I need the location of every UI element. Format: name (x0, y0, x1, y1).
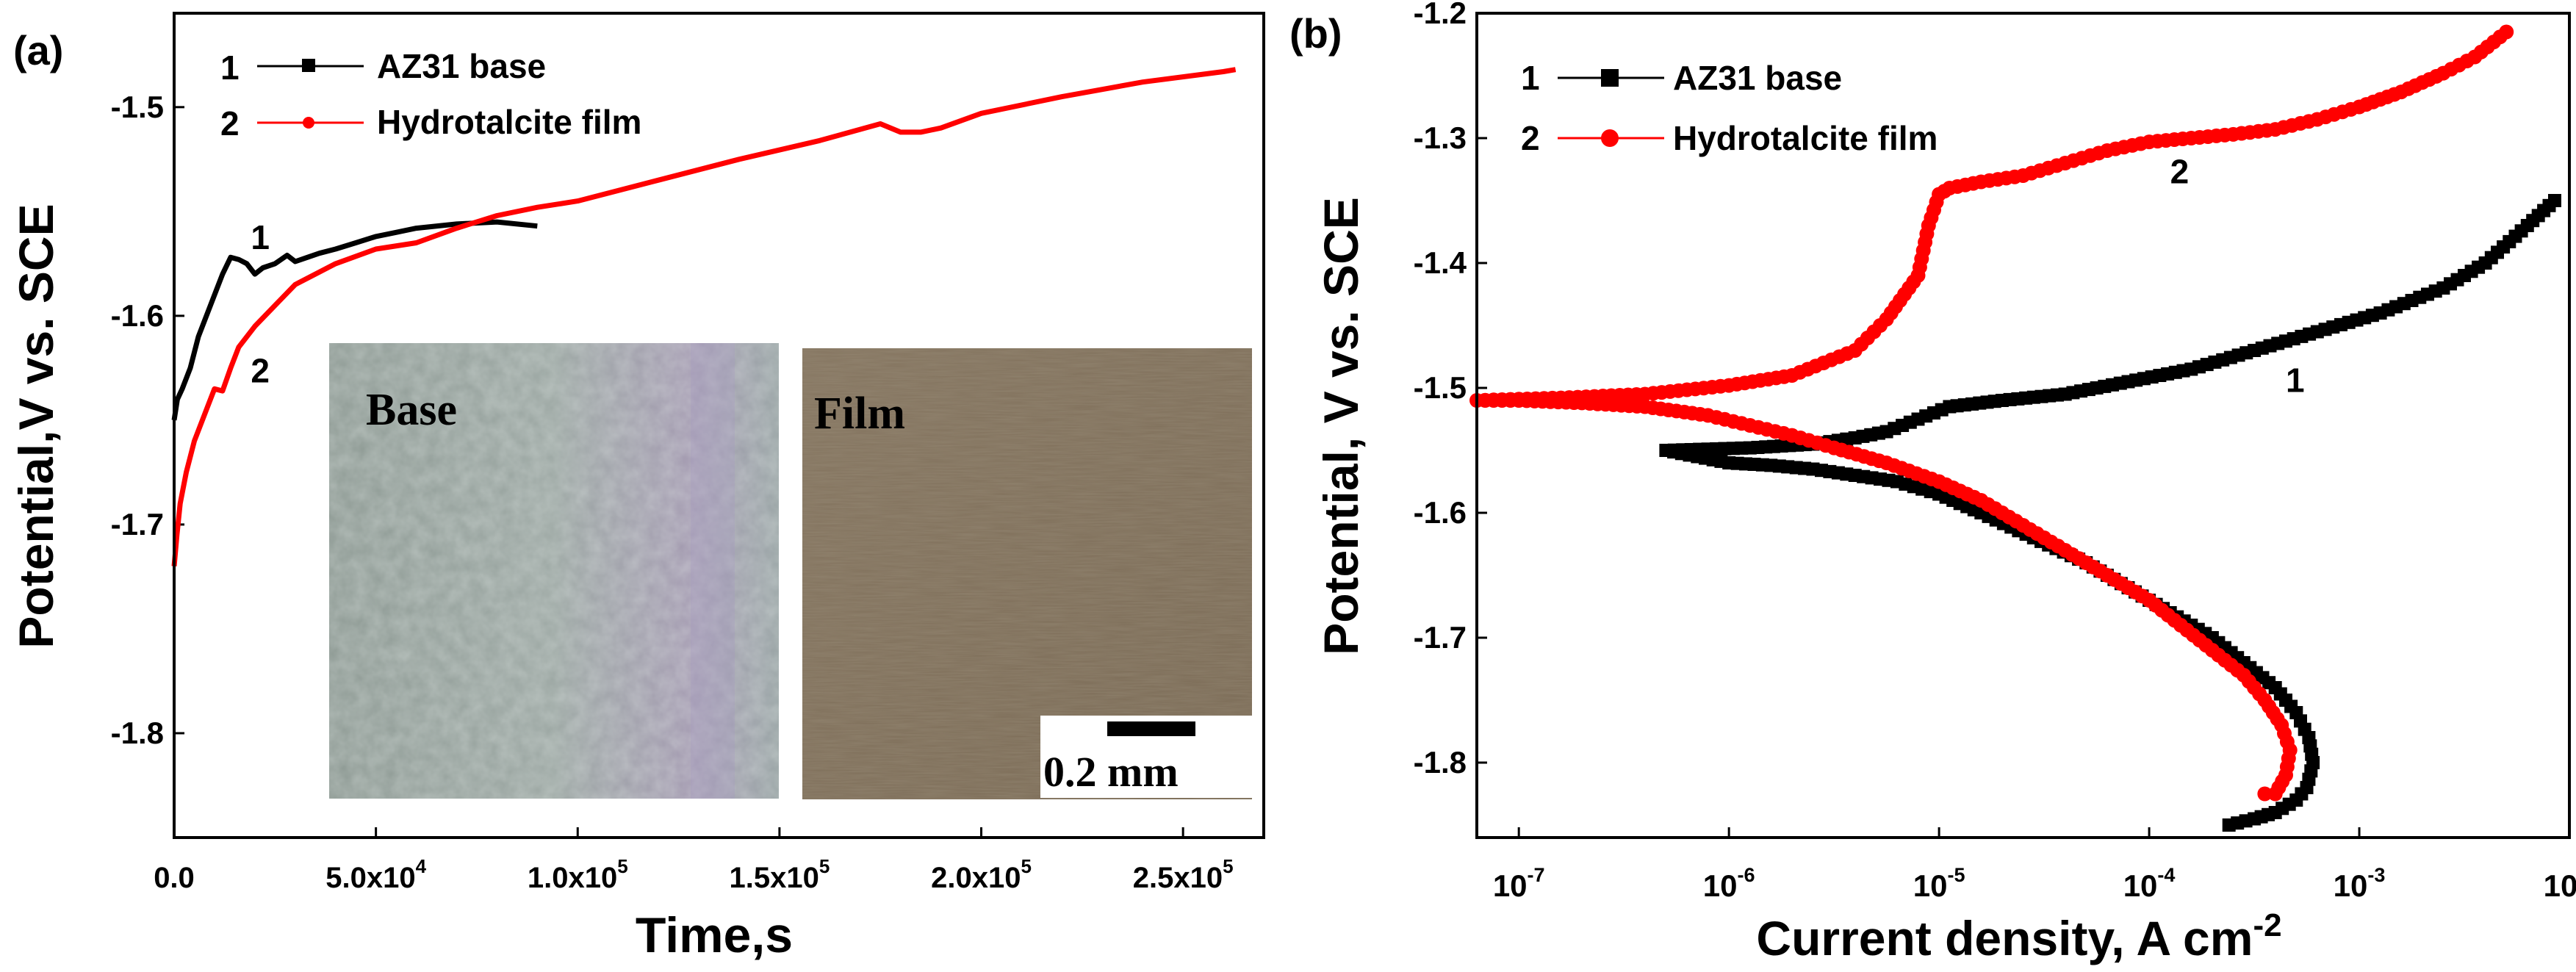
legend-b-number-1: 1 (1521, 59, 1540, 97)
a-curve-label-2: 2 (251, 352, 270, 390)
legend-a-label-2: Hydrotalcite film (377, 103, 641, 141)
a-curve-label-1: 1 (251, 218, 270, 256)
panel-a-x-axis-label: Time,s (636, 907, 793, 963)
panel-a-label: (a) (13, 27, 63, 73)
legend-b-label-2: Hydrotalcite film (1673, 119, 1938, 157)
b-y-tick-label-3: -1.5 (1414, 370, 1467, 405)
b-point-1-221 (2548, 194, 2561, 207)
a-x-tick-label-2: 1.0x105 (528, 855, 628, 894)
inset-base-photo (329, 343, 779, 799)
b-x-tick-label-4: 10-3 (2334, 864, 2386, 903)
a-series-line-1 (171, 219, 538, 421)
b-x-tick-label-0: 10-7 (1493, 864, 1545, 903)
legend-a-number-1: 1 (220, 48, 240, 87)
b-y-tick-label-2: -1.4 (1414, 245, 1467, 280)
b-y-tick-label-1: -1.3 (1414, 120, 1467, 155)
scale-bar-label: 0.2 mm (1043, 748, 1179, 796)
panel-b-x-axis-label-exp: -2 (2253, 907, 2281, 943)
a-y-tick-label-2: -1.7 (111, 507, 164, 541)
a-series-line-2 (171, 67, 1237, 567)
b-x-tick-label-2: 10-5 (1913, 864, 1965, 903)
inset-base-label: Base (366, 385, 457, 435)
a-x-tick-label-5: 2.5x105 (1133, 855, 1234, 894)
b-x-tick-label-3: 10-4 (2123, 864, 2176, 903)
b-point-2-0 (2257, 786, 2273, 802)
b-y-tick-label-5: -1.7 (1414, 620, 1467, 655)
legend-b-marker-1 (1601, 69, 1619, 87)
panel-b-frame (1475, 12, 2571, 839)
panel-b-y-axis-label: Potential, V vs. SCE (1314, 197, 1368, 655)
b-x-tick-label-5: 10-2 (2544, 864, 2576, 903)
legend-b-number-2: 2 (1521, 119, 1540, 157)
a-x-tick-label-0: 0.0 (154, 862, 195, 894)
inset-film-label: Film (814, 389, 905, 439)
panel-b-label: (b) (1289, 10, 1342, 57)
legend-b-label-1: AZ31 base (1673, 59, 1842, 97)
legend-a-marker-1 (302, 59, 315, 72)
b-y-tick-label-4: -1.6 (1414, 495, 1467, 530)
panel-a-plot-area: 0.0 5.0x104 1.0x105 1.5x105 2.0x105 2.5x105 -1… (111, 67, 1237, 894)
panel-a-legend: 1 AZ31 base 2 Hydrotalcite film (220, 47, 641, 143)
a-x-tick-label-4: 2.0x105 (931, 855, 1032, 894)
a-x-tick-label-1: 5.0x104 (325, 855, 426, 894)
panel-b-x-axis-label: Current density, A cm-2 (1756, 907, 2281, 965)
panel-b-x-axis-label-main: Current density, A cm (1756, 911, 2253, 965)
legend-b-marker-2 (1601, 129, 1619, 147)
legend-a-label-1: AZ31 base (377, 47, 546, 85)
a-y-tick-label-0: -1.5 (111, 90, 164, 124)
scale-bar (1107, 721, 1195, 736)
b-point-2-261 (2499, 24, 2514, 40)
b-curve-label-1: 1 (2286, 361, 2305, 400)
panel-b-plot-area: 10-7 10-6 10-5 10-4 10-3 10-2 -1.2 -1.3 -1.4 -1.5… (1414, 0, 2576, 903)
b-y-tick-label-6: -1.8 (1414, 745, 1467, 780)
b-curve-label-2: 2 (2170, 153, 2190, 191)
b-y-tick-label-0: -1.2 (1414, 0, 1467, 30)
panel-a: (a) Base Film 0.2 mm 0.0 5.0x104 1.0x105 1.… (9, 12, 1265, 963)
panel-a-y-axis-label: Potential,V vs. SCE (9, 204, 63, 648)
a-y-tick-label-1: -1.6 (111, 298, 164, 333)
panel-b: (b) 10-7 10-6 10-5 10-4 10-3 10-2 -1.2 -1.3 -1.4… (1289, 0, 2576, 965)
b-series-line-2 (1476, 31, 2508, 795)
a-y-tick-label-3: -1.8 (111, 716, 164, 750)
panel-b-legend: 1 AZ31 base 2 Hydrotalcite film (1521, 59, 1938, 157)
panel-a-frame (173, 12, 1265, 839)
legend-a-marker-2 (303, 117, 314, 129)
b-x-tick-label-1: 10-6 (1703, 864, 1755, 903)
legend-a-number-2: 2 (220, 104, 240, 143)
a-x-tick-label-3: 1.5x105 (729, 855, 830, 894)
